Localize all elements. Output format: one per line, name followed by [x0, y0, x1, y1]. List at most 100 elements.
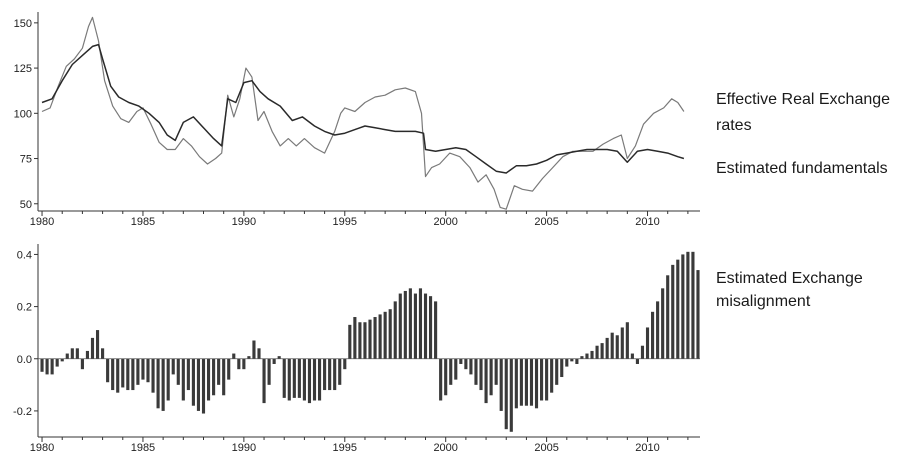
bar — [590, 350, 594, 359]
bar — [459, 358, 463, 364]
x-tick-label: 2000 — [433, 442, 457, 454]
bar — [494, 358, 498, 385]
x-tick-label: 2005 — [534, 442, 558, 454]
bar — [398, 293, 402, 359]
bar — [323, 358, 327, 391]
bar — [40, 358, 44, 372]
bar — [666, 275, 670, 359]
bar — [292, 358, 296, 398]
bar — [206, 358, 211, 401]
bar — [232, 353, 236, 359]
y-tick-label: 125 — [14, 63, 32, 75]
bar — [50, 358, 54, 375]
bar — [80, 358, 84, 370]
bar — [136, 358, 140, 385]
bar — [196, 358, 201, 411]
bar — [373, 317, 377, 359]
bar — [121, 358, 125, 388]
bar — [454, 358, 458, 380]
bar — [282, 358, 286, 398]
bar — [640, 345, 645, 359]
x-tick-label: 1990 — [232, 442, 256, 454]
bar — [585, 353, 589, 359]
bar — [222, 358, 226, 396]
bar — [201, 358, 206, 414]
x-tick-label: 1980 — [30, 216, 54, 228]
x-tick-label: 1980 — [30, 442, 54, 454]
bar — [212, 358, 216, 396]
bar — [555, 358, 559, 385]
bar — [686, 251, 690, 359]
bar — [489, 358, 493, 396]
bar — [328, 358, 332, 391]
bar — [676, 259, 680, 359]
bar — [252, 340, 256, 359]
bottom-chart: 1980 1985 1990 1995 2000 2005 2010 0.4 0.2 0.0 -0.… — [13, 244, 863, 454]
bar — [408, 288, 412, 359]
bar — [651, 311, 655, 359]
bar — [529, 358, 534, 406]
bar — [439, 358, 443, 401]
bar — [479, 358, 483, 391]
x-tick-label: 1995 — [333, 216, 357, 228]
bar — [257, 348, 261, 359]
bar — [661, 288, 665, 359]
bar — [656, 301, 660, 359]
y-tick-label: 100 — [14, 108, 32, 120]
top-chart: 1980 1985 1990 1995 2000 2005 2010 50 75 100 125 15… — [14, 12, 890, 228]
bar — [509, 358, 513, 432]
bar — [550, 358, 554, 393]
bar — [338, 358, 342, 385]
bar — [484, 358, 488, 404]
bar — [681, 254, 685, 359]
x-tick-label: 2005 — [534, 216, 558, 228]
y-tick-label: 75 — [20, 154, 32, 166]
y-tick-label: 0.4 — [17, 249, 32, 261]
bar — [166, 358, 170, 401]
bar — [635, 358, 639, 364]
bar — [343, 358, 347, 370]
bar — [499, 358, 503, 411]
bar — [615, 335, 619, 359]
bar — [428, 296, 433, 359]
series-label: misalignment — [716, 293, 811, 310]
bar — [75, 348, 79, 359]
bar — [383, 311, 387, 359]
x-tick-label: 1995 — [333, 442, 357, 454]
y-tick-label: 150 — [14, 18, 32, 30]
bar — [514, 358, 518, 409]
bar — [287, 358, 291, 401]
series-label: Effective Real Exchange — [716, 91, 890, 108]
series-line-effective-real-exchange-rates — [41, 16, 685, 210]
bar — [565, 358, 569, 367]
bar — [302, 358, 306, 401]
bar — [242, 358, 246, 370]
bar — [469, 358, 473, 375]
bar — [691, 251, 695, 359]
bar — [70, 348, 74, 359]
bar — [131, 358, 135, 391]
bar — [161, 358, 165, 411]
x-tick-label: 1985 — [131, 216, 155, 228]
bar — [625, 322, 629, 359]
bar — [630, 353, 634, 359]
x-tick-label: 1990 — [232, 216, 256, 228]
bar — [413, 293, 417, 359]
series-label: Estimated fundamentals — [716, 160, 888, 177]
bar — [186, 358, 190, 391]
bar — [540, 358, 544, 401]
series-label: rates — [716, 117, 752, 134]
bar — [171, 358, 175, 375]
bar — [126, 358, 130, 391]
bar — [464, 358, 468, 370]
bar — [595, 345, 599, 359]
bar — [671, 264, 675, 359]
bar — [519, 358, 523, 406]
bar — [423, 293, 428, 359]
bar — [348, 324, 352, 359]
bar — [111, 358, 115, 391]
series-line-estimated-fundamentals — [41, 43, 685, 174]
bar — [620, 327, 624, 359]
bar — [388, 309, 392, 359]
bar — [418, 288, 423, 359]
